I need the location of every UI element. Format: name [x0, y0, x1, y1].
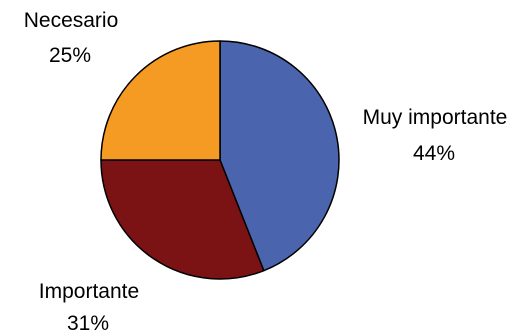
slice-label-group-necesario: Necesario 25% [24, 9, 119, 67]
pie-slices [100, 40, 340, 280]
slice-label-group-importante: Importante 31% [39, 280, 139, 335]
slice-value-necesario: 25% [49, 44, 91, 67]
slice-label-group-muy-importante: Muy importante 44% [363, 106, 508, 165]
pie-slice-importante [100, 159, 265, 280]
slice-label-importante: Importante [39, 280, 139, 303]
slice-value-importante: 31% [67, 312, 109, 335]
slice-label-muy-importante: Muy importante [363, 106, 508, 129]
pie-slice-necesario [100, 40, 221, 161]
slice-value-muy-importante: 44% [413, 142, 455, 165]
slice-label-necesario: Necesario [24, 9, 119, 32]
pie-slice-muy-importante [219, 40, 340, 272]
